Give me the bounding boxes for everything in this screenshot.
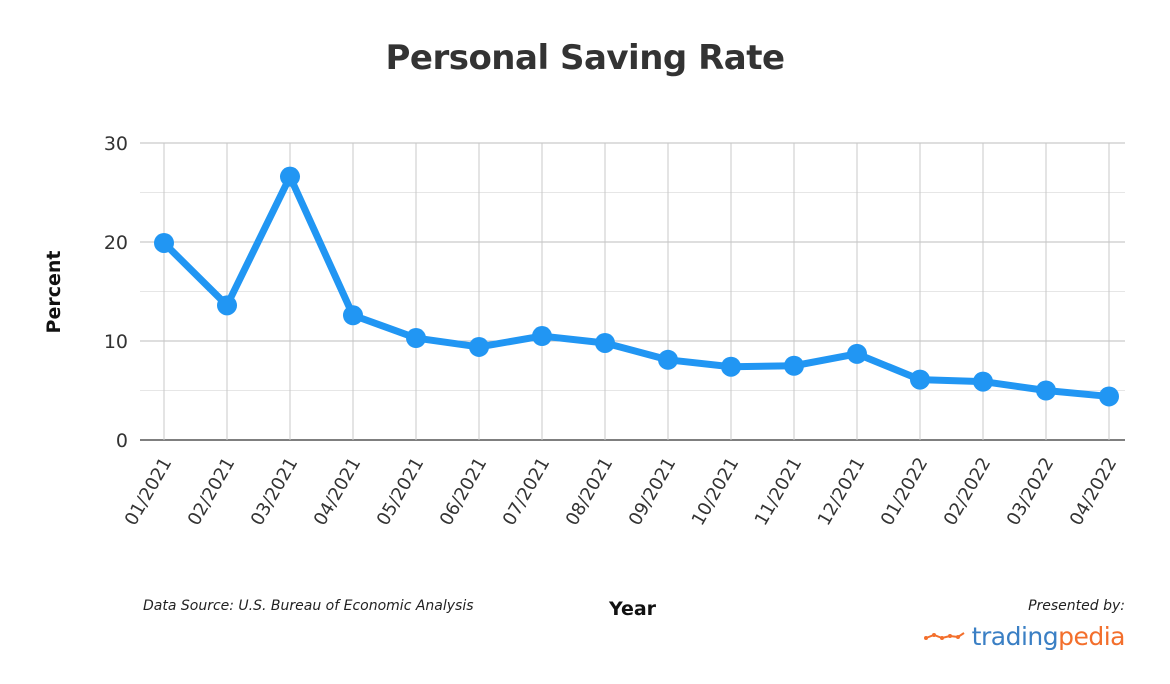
data-point — [658, 349, 678, 370]
x-tick-label: 09/2021 — [625, 454, 681, 529]
x-tick-label: 12/2021 — [814, 454, 870, 529]
data-point — [217, 295, 237, 316]
data-point — [154, 232, 174, 253]
series-layer — [154, 166, 1119, 407]
x-tick-label: 06/2021 — [436, 454, 492, 529]
grid — [140, 142, 1125, 441]
data-point — [280, 166, 300, 187]
data-point — [784, 355, 804, 376]
data-point — [343, 305, 363, 326]
x-tick-label: 07/2021 — [499, 454, 555, 529]
x-tick-label: 03/2022 — [1003, 454, 1059, 529]
x-tick-label: 05/2021 — [373, 454, 429, 529]
data-point — [469, 336, 489, 357]
y-axis-label: Percent — [43, 251, 65, 334]
brand-name-part1: trading — [971, 621, 1059, 651]
y-tick-label: 20 — [104, 232, 128, 254]
x-tick-label: 04/2021 — [310, 454, 366, 529]
trend-line-icon — [923, 632, 965, 640]
y-tick-label: 10 — [104, 331, 128, 353]
chart-title: Personal Saving Rate — [385, 38, 785, 78]
x-tick-label: 01/2022 — [877, 454, 933, 529]
presented-by-label: Presented by: — [1028, 598, 1125, 614]
x-tick-label: 11/2021 — [751, 454, 807, 529]
y-tick-label: 30 — [104, 133, 128, 155]
x-tick-label: 10/2021 — [688, 454, 744, 529]
data-source-note: Data Source: U.S. Bureau of Economic Ana… — [143, 598, 474, 614]
x-tick-label: 02/2021 — [184, 454, 240, 529]
data-point — [406, 328, 426, 349]
data-point — [532, 326, 552, 347]
x-tick-label: 08/2021 — [562, 454, 618, 529]
x-tick-label: 04/2022 — [1066, 454, 1122, 529]
x-tick-label: 03/2021 — [247, 454, 303, 529]
x-axis-label: Year — [608, 598, 657, 620]
x-tick-label: 01/2021 — [121, 454, 177, 529]
data-point — [847, 343, 867, 364]
data-point — [721, 356, 741, 377]
brand-logo: trading pedia — [923, 620, 1125, 652]
data-point — [1099, 386, 1119, 407]
data-point — [1036, 380, 1056, 401]
x-tick-label: 02/2022 — [940, 454, 996, 529]
data-point — [910, 369, 930, 390]
data-point — [973, 371, 993, 392]
series-line — [160, 173, 1113, 400]
data-point — [595, 332, 615, 353]
brand-name-part2: pedia — [1058, 621, 1125, 651]
y-tick-label: 0 — [116, 430, 128, 452]
line-chart: 0 10 20 30 01/2021 02/2021 03/2021 04/2021 05/20… — [43, 133, 1125, 529]
